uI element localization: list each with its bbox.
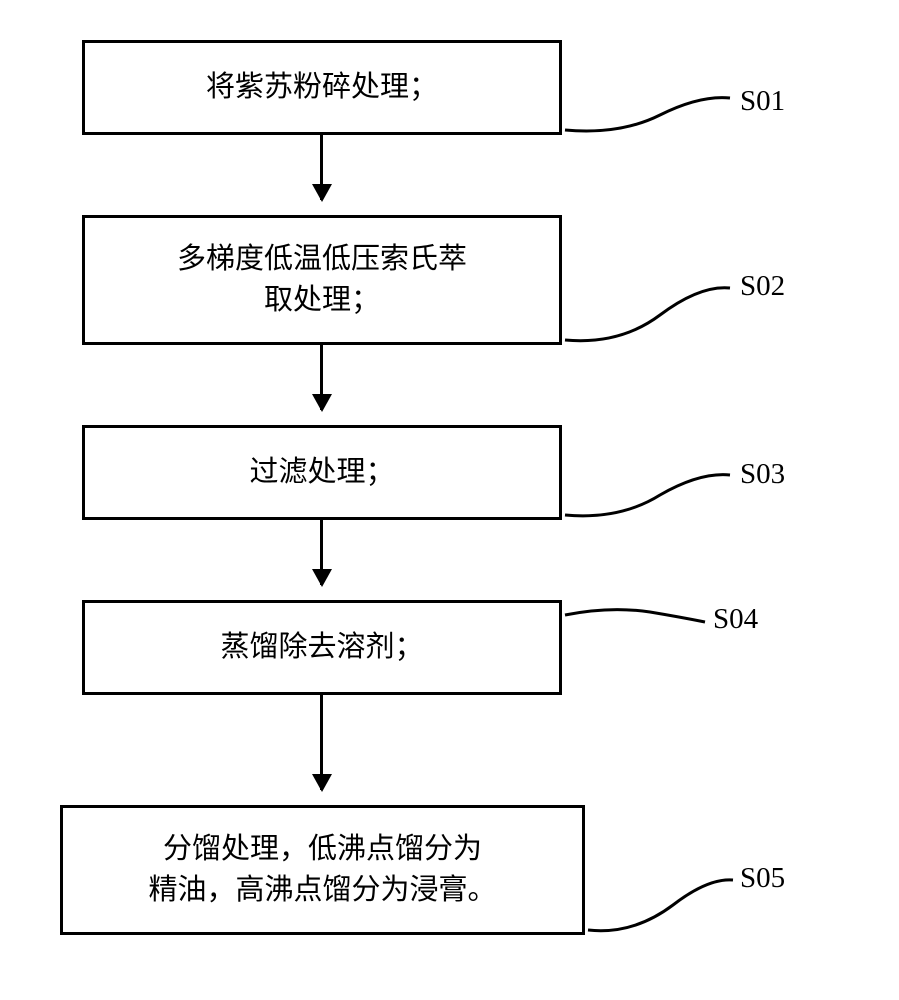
step-box-2: 多梯度低温低压索氏萃 取处理； xyxy=(82,215,562,345)
step-label-3: S03 xyxy=(740,458,785,491)
arrow-4 xyxy=(320,695,323,790)
flowchart-container: 将紫苏粉碎处理； S01 多梯度低温低压索氏萃 取处理； S02 过滤处理； S… xyxy=(0,0,899,1000)
step-text-5: 分馏处理，低沸点馏分为 精油，高沸点馏分为浸膏。 xyxy=(148,829,496,910)
step-label-5: S05 xyxy=(740,862,785,895)
step-text-1: 将紫苏粉碎处理； xyxy=(206,67,438,108)
step-box-4: 蒸馏除去溶剂； xyxy=(82,600,562,695)
step-text-2: 多梯度低温低压索氏萃 取处理； xyxy=(177,239,467,320)
step-text-3: 过滤处理； xyxy=(249,452,394,493)
step-box-1: 将紫苏粉碎处理； xyxy=(82,40,562,135)
arrow-3 xyxy=(320,520,323,585)
connector-2 xyxy=(560,270,740,350)
arrow-2 xyxy=(320,345,323,410)
connector-1 xyxy=(560,80,740,140)
step-text-4: 蒸馏除去溶剂； xyxy=(220,627,423,668)
step-label-4: S04 xyxy=(713,603,758,636)
step-label-2: S02 xyxy=(740,270,785,303)
step-label-1: S01 xyxy=(740,85,785,118)
connector-4 xyxy=(560,600,715,640)
arrow-1 xyxy=(320,135,323,200)
step-box-5: 分馏处理，低沸点馏分为 精油，高沸点馏分为浸膏。 xyxy=(60,805,585,935)
connector-5 xyxy=(583,860,743,940)
connector-3 xyxy=(560,460,740,525)
step-box-3: 过滤处理； xyxy=(82,425,562,520)
